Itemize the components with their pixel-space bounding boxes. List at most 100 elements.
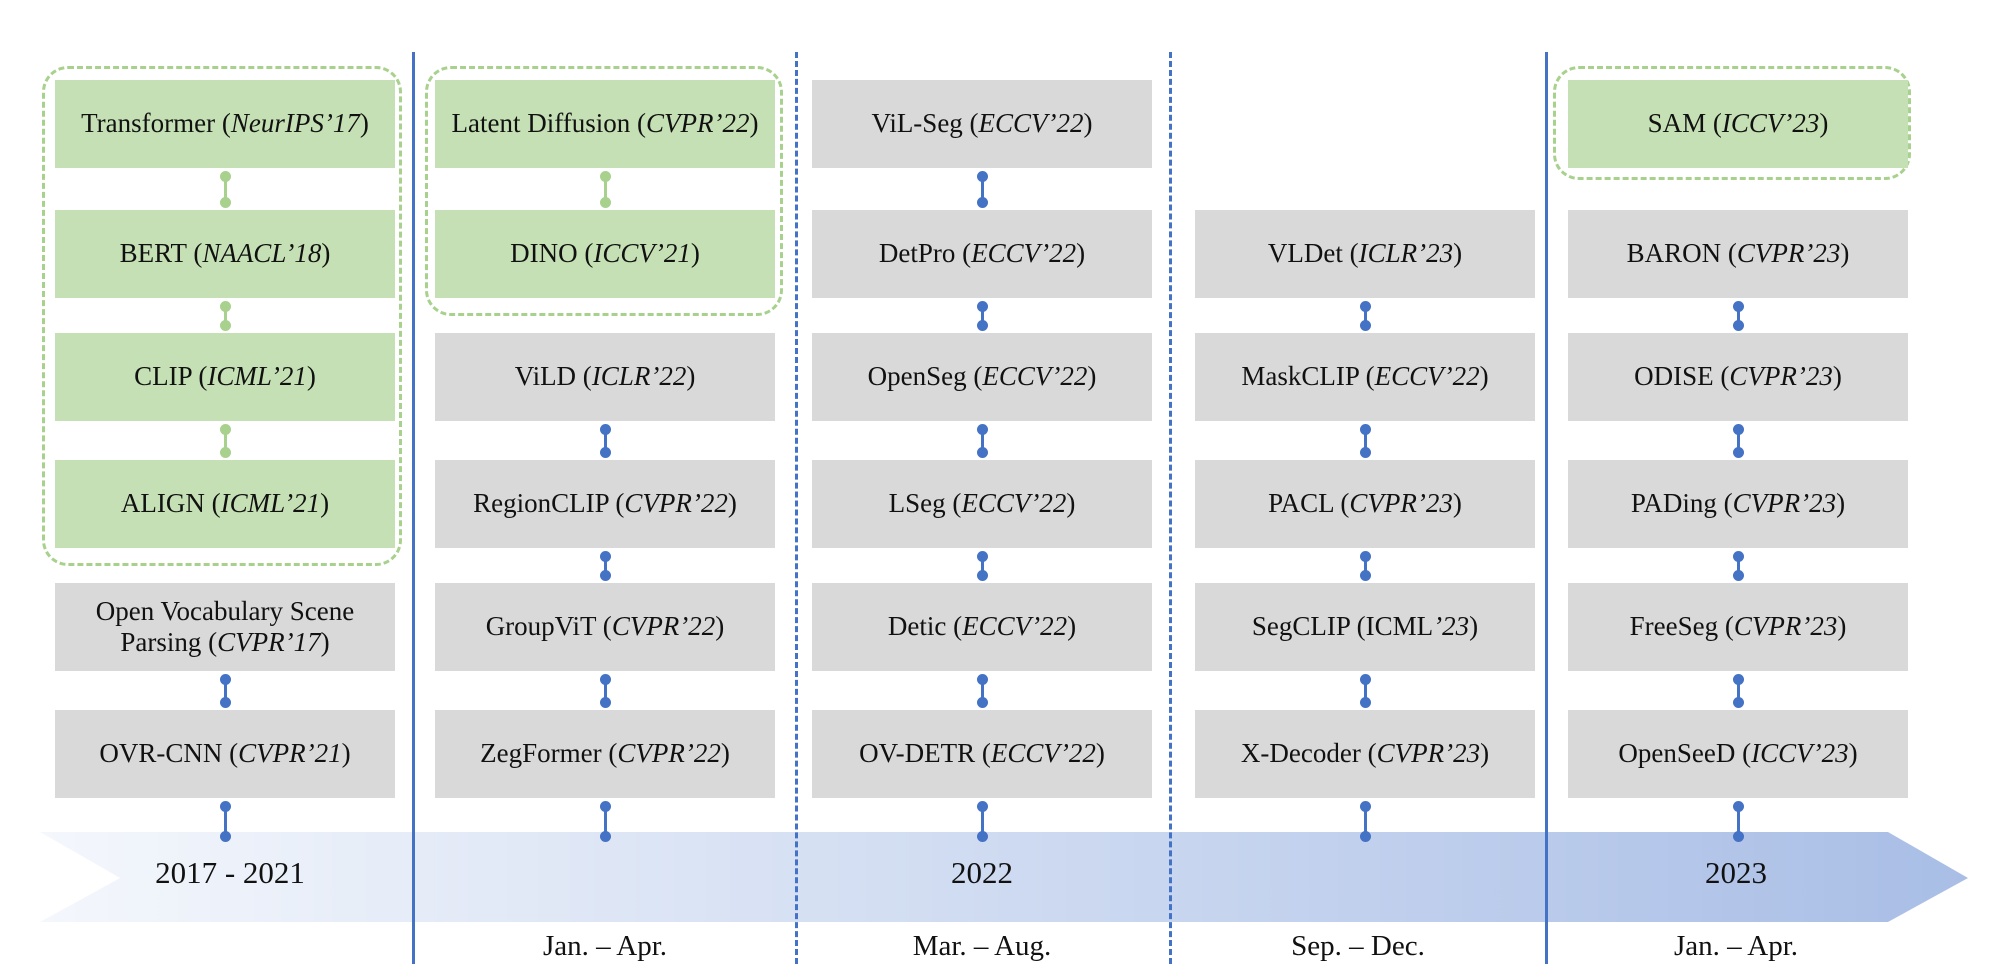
connector-line (223, 806, 227, 836)
connector-dot (976, 196, 988, 208)
paper-name: OpenSeeD ( (1618, 738, 1752, 769)
paper-close-paren: ) (1840, 238, 1850, 269)
connector-dot (599, 569, 611, 581)
connector-dot (1732, 830, 1744, 842)
paper-close-paren: ) (320, 627, 330, 657)
paper-box: BERT (NAACL’18) (55, 210, 395, 298)
connector-dot (976, 170, 988, 182)
connector-dot (599, 446, 611, 458)
paper-venue: ECCV’22 (961, 488, 1067, 519)
paper-box: Detic (ECCV’22) (812, 583, 1152, 671)
connector-line (603, 806, 607, 836)
paper-venue: ICML’21 (220, 488, 321, 519)
paper-box: MaskCLIP (ECCV’22) (1195, 333, 1535, 421)
connector-dot (599, 423, 611, 435)
connector-dot (976, 800, 988, 812)
paper-box: SegCLIP (ICML’23) (1195, 583, 1535, 671)
paper-close-paren: ) (715, 611, 725, 642)
paper-venue: ICCV’21 (593, 238, 691, 269)
connector-line (223, 429, 227, 452)
paper-close-paren: ) (306, 361, 316, 392)
paper-close-paren: ) (1469, 611, 1479, 642)
paper-name: BARON ( (1626, 238, 1737, 269)
connector-dot (219, 423, 231, 435)
paper-title: ALIGN (ICML’21) (121, 488, 329, 519)
paper-close-paren: ) (1083, 108, 1093, 139)
paper-name: ODISE ( (1634, 361, 1730, 392)
foundation-group (1553, 66, 1911, 180)
paper-venue: ICML’21 (207, 361, 307, 392)
connector-dot (1359, 319, 1371, 331)
connector-dot (1732, 800, 1744, 812)
paper-title: FreeSeg (CVPR’23) (1630, 611, 1847, 642)
paper-close-paren: ) (1087, 361, 1097, 392)
paper-close-paren: ) (1076, 238, 1086, 269)
paper-box: OVR-CNN (CVPR’21) (55, 710, 395, 798)
paper-venue-prefix: ICML (1365, 611, 1434, 642)
connector-dot (1359, 696, 1371, 708)
period-label: Jan. – Apr. (1673, 930, 1799, 962)
connector-line (1736, 679, 1740, 702)
paper-box: Latent Diffusion (CVPR’22) (435, 80, 775, 168)
connector-line (1736, 306, 1740, 325)
paper-close-paren: ) (1480, 738, 1490, 769)
connector-line (980, 556, 984, 575)
connector-dot (599, 800, 611, 812)
paper-name: PADing ( (1630, 488, 1733, 519)
foundation-group (42, 66, 402, 566)
paper-name: CLIP ( (134, 361, 208, 392)
paper-box: GroupViT (CVPR’22) (435, 583, 775, 671)
paper-box: X-Decoder (CVPR’23) (1195, 710, 1535, 798)
paper-name: FreeSeg ( (1629, 611, 1734, 642)
paper-title: OVR-CNN (CVPR’21) (99, 738, 350, 769)
paper-title: Detic (ECCV’22) (888, 611, 1076, 642)
paper-title: CLIP (ICML’21) (134, 361, 316, 392)
paper-close-paren: ) (749, 108, 759, 139)
paper-title: Latent Diffusion (CVPR’22) (452, 108, 759, 139)
paper-title: ViLD (ICLR’22) (515, 361, 696, 392)
paper-close-paren: ) (321, 238, 331, 269)
paper-title: OpenSeeD (ICCV’23) (1618, 738, 1857, 769)
paper-title: LSeg (ECCV’22) (889, 488, 1076, 519)
connector-line (223, 679, 227, 702)
connector-dot (599, 830, 611, 842)
separator-line (412, 52, 415, 964)
paper-title: BARON (CVPR’23) (1627, 238, 1850, 269)
connector-dot (219, 696, 231, 708)
paper-box: CLIP (ICML’21) (55, 333, 395, 421)
paper-venue: CVPR’21 (238, 738, 342, 769)
connector-line (980, 306, 984, 325)
paper-venue: CVPR’22 (645, 108, 750, 139)
paper-close-paren: ) (359, 108, 369, 139)
paper-box: RegionCLIP (CVPR’22) (435, 460, 775, 548)
connector-dot (1732, 446, 1744, 458)
paper-name: Transformer ( (81, 108, 231, 139)
paper-title: SegCLIP (ICML’23) (1252, 611, 1478, 642)
paper-box: PADing (CVPR’23) (1568, 460, 1908, 548)
connector-line (980, 679, 984, 702)
year-label: 2022 (951, 855, 1013, 890)
paper-title: OpenSeg (ECCV’22) (868, 361, 1097, 392)
paper-title: PADing (CVPR’23) (1631, 488, 1845, 519)
connector-line (223, 306, 227, 325)
connector-dot (219, 196, 231, 208)
connector-dot (219, 446, 231, 458)
paper-title: VLDet (ICLR’23) (1268, 238, 1462, 269)
connector-dot (976, 696, 988, 708)
paper-close-paren: ) (1067, 611, 1077, 642)
paper-close-paren: ) (1453, 238, 1463, 269)
paper-venue: ECCV’22 (971, 238, 1077, 269)
connector-dot (1359, 673, 1371, 685)
paper-title: PACL (CVPR’23) (1268, 488, 1462, 519)
connector-dot (599, 696, 611, 708)
paper-name: VLDet ( (1267, 238, 1359, 269)
connector-dot (599, 170, 611, 182)
connector-dot (599, 550, 611, 562)
paper-box: ViLD (ICLR’22) (435, 333, 775, 421)
connector-line (980, 429, 984, 452)
paper-name: ViL-Seg ( (871, 108, 979, 139)
period-label: Sep. – Dec. (1291, 930, 1425, 962)
paper-venue: ICCV’23 (1721, 108, 1820, 139)
paper-venue: ’23 (1433, 611, 1470, 642)
